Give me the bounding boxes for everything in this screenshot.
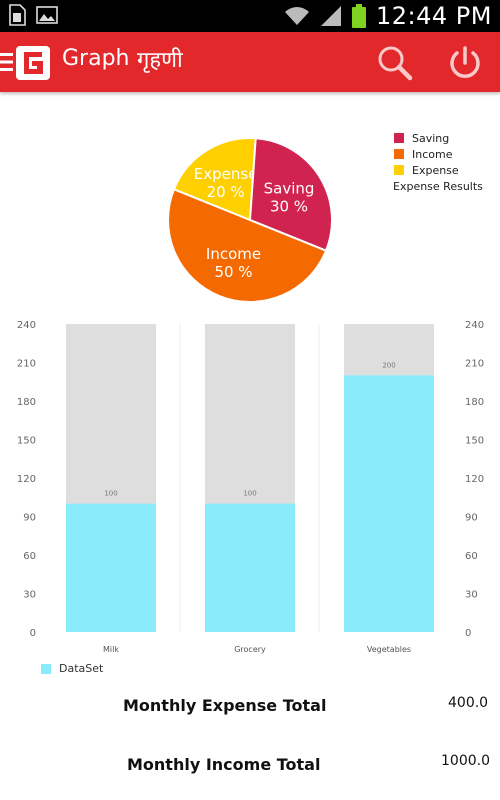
- y-tick-left: 120: [17, 474, 36, 485]
- image-icon: [36, 6, 58, 24]
- y-tick-left: 240: [17, 320, 36, 331]
- app-name: गृहणी: [137, 48, 183, 73]
- power-icon[interactable]: [446, 44, 484, 82]
- y-tick-left: 90: [23, 513, 36, 524]
- expense-total-value: 400.0: [448, 695, 489, 711]
- y-tick-right: 60: [465, 551, 478, 562]
- y-tick-left: 30: [23, 590, 36, 601]
- legend-item-saving: Saving: [393, 130, 483, 146]
- y-tick-right: 180: [465, 397, 484, 408]
- legend-label-saving: Saving: [412, 131, 450, 145]
- pie-label-income: Income: [206, 245, 261, 263]
- x-category-label: Vegetables: [367, 645, 411, 654]
- bar-value-label: 100: [104, 490, 117, 498]
- y-tick-left: 60: [23, 551, 36, 562]
- page-title: Graph: [62, 46, 130, 71]
- pie-value-expense: 20 %: [207, 183, 245, 201]
- search-icon[interactable]: [376, 44, 414, 82]
- battery-icon: [352, 4, 367, 28]
- pie-value-saving: 30 %: [270, 198, 308, 216]
- y-tick-right: 150: [465, 436, 484, 447]
- y-tick-right: 240: [465, 320, 484, 331]
- y-tick-right: 210: [465, 359, 484, 370]
- pie-slice-expense[interactable]: [172, 137, 257, 222]
- y-tick-left: 180: [17, 397, 36, 408]
- x-category-label: Milk: [103, 645, 119, 654]
- bar-grocery[interactable]: [205, 503, 295, 632]
- legend-label-dataset: DataSet: [59, 662, 104, 675]
- wifi-icon: [285, 7, 310, 25]
- legend-item-income: Income: [393, 146, 483, 162]
- y-tick-left: 210: [17, 359, 36, 370]
- legend-swatch-expense: [394, 165, 404, 175]
- y-tick-left: 150: [17, 436, 36, 447]
- bar-value-label: 200: [382, 361, 395, 369]
- income-total-label: Monthly Income Total: [127, 755, 321, 774]
- logo-g-icon: [24, 52, 43, 74]
- bar-legend: DataSet: [41, 662, 103, 675]
- bar-vegetables[interactable]: [344, 375, 434, 632]
- pie-legend: Saving Income Expense Expense Results: [393, 130, 483, 194]
- y-tick-left: 0: [30, 628, 36, 639]
- legend-swatch-dataset: [41, 663, 51, 674]
- legend-caption: Expense Results: [393, 180, 483, 193]
- y-tick-right: 120: [465, 474, 484, 485]
- pie-value-income: 50 %: [214, 263, 252, 281]
- y-tick-right: 90: [465, 513, 478, 524]
- y-tick-right: 0: [465, 628, 471, 639]
- sim-card-icon: [9, 4, 26, 26]
- pie-slice-income[interactable]: [167, 187, 328, 303]
- pie-label-saving: Saving: [264, 180, 315, 198]
- legend-label-expense: Expense: [412, 163, 459, 177]
- bar-milk[interactable]: [66, 503, 156, 632]
- pie-label-expense: Expense: [194, 165, 258, 183]
- signal-icon: [321, 6, 342, 26]
- status-clock: 12:44 PM: [376, 2, 492, 30]
- bar-chart: 0 0 30 30 60 60 90 90 120 120 150 150 180 180 210 210 24…: [17, 320, 484, 654]
- action-bar: Graph गृहणी: [0, 32, 500, 92]
- app-logo[interactable]: [16, 46, 50, 80]
- y-tick-right: 30: [465, 590, 478, 601]
- pie-slice-saving[interactable]: [248, 137, 333, 253]
- bar-value-label: 100: [243, 490, 256, 498]
- expense-total-label: Monthly Expense Total: [123, 696, 327, 715]
- x-category-label: Grocery: [234, 645, 266, 654]
- legend-swatch-saving: [394, 133, 404, 143]
- legend-swatch-income: [394, 149, 404, 159]
- income-total-value: 1000.0: [441, 753, 490, 769]
- legend-item-expense: Expense: [393, 162, 483, 178]
- legend-label-income: Income: [412, 147, 453, 161]
- status-bar: 12:44 PM: [0, 0, 500, 32]
- menu-icon[interactable]: [0, 50, 14, 74]
